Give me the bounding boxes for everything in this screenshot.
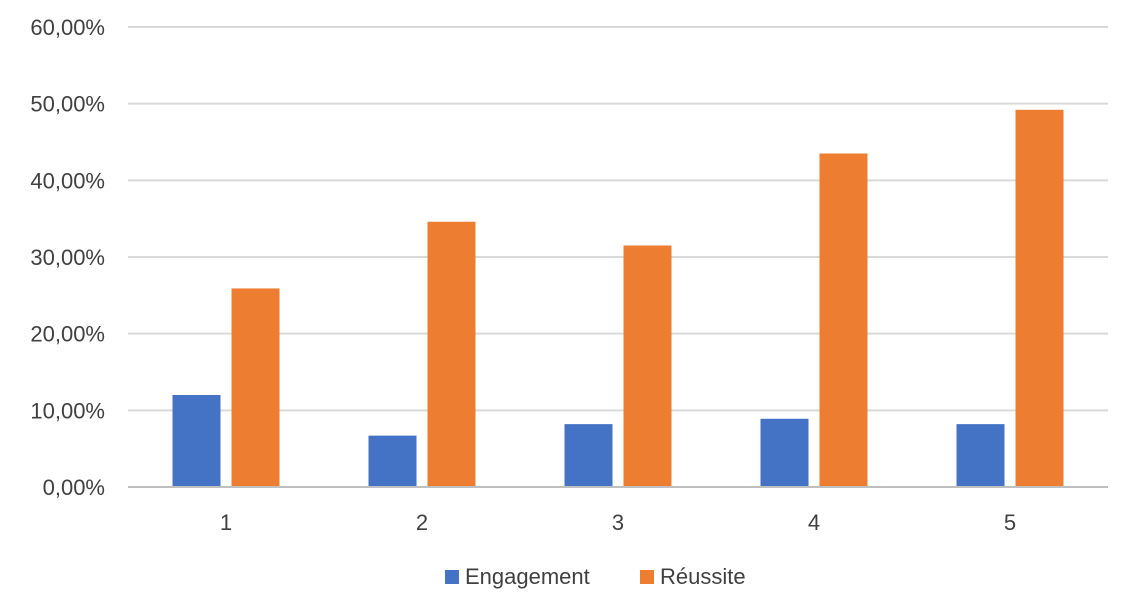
legend-item-engagement: Engagement (445, 564, 590, 589)
y-tick-label: 20,00% (30, 322, 105, 347)
legend-label: Réussite (660, 564, 746, 589)
bar-engagement (172, 395, 221, 487)
x-axis-tick-labels: 1 2 3 4 5 (220, 510, 1016, 535)
x-tick-label: 3 (612, 510, 624, 535)
legend-swatch (445, 570, 459, 584)
bar-reussite (1015, 109, 1064, 488)
bar-reussite (819, 153, 868, 487)
y-tick-label: 10,00% (30, 398, 105, 423)
bars (172, 109, 1064, 488)
bar-engagement (564, 424, 613, 487)
y-tick-label: 60,00% (30, 15, 105, 40)
x-tick-label: 1 (220, 510, 232, 535)
y-tick-label: 40,00% (30, 168, 105, 193)
y-tick-label: 50,00% (30, 92, 105, 117)
legend-label: Engagement (465, 564, 590, 589)
x-tick-label: 5 (1004, 510, 1016, 535)
y-tick-label: 30,00% (30, 245, 105, 270)
legend-swatch (640, 570, 654, 584)
bar-reussite (623, 245, 672, 487)
bar-engagement (956, 424, 1005, 487)
x-tick-label: 4 (808, 510, 820, 535)
legend-item-reussite: Réussite (640, 564, 746, 589)
y-tick-label: 0,00% (43, 475, 105, 500)
bar-engagement (760, 418, 809, 487)
y-axis-tick-labels: 0,00% 10,00% 20,00% 30,00% 40,00% 50,00% 60,00… (30, 15, 105, 500)
gridlines (128, 26, 1108, 412)
bar-engagement (368, 435, 417, 487)
legend: Engagement Réussite (445, 564, 746, 589)
bar-reussite (231, 288, 280, 487)
x-tick-label: 2 (416, 510, 428, 535)
bar-reussite (427, 221, 476, 487)
